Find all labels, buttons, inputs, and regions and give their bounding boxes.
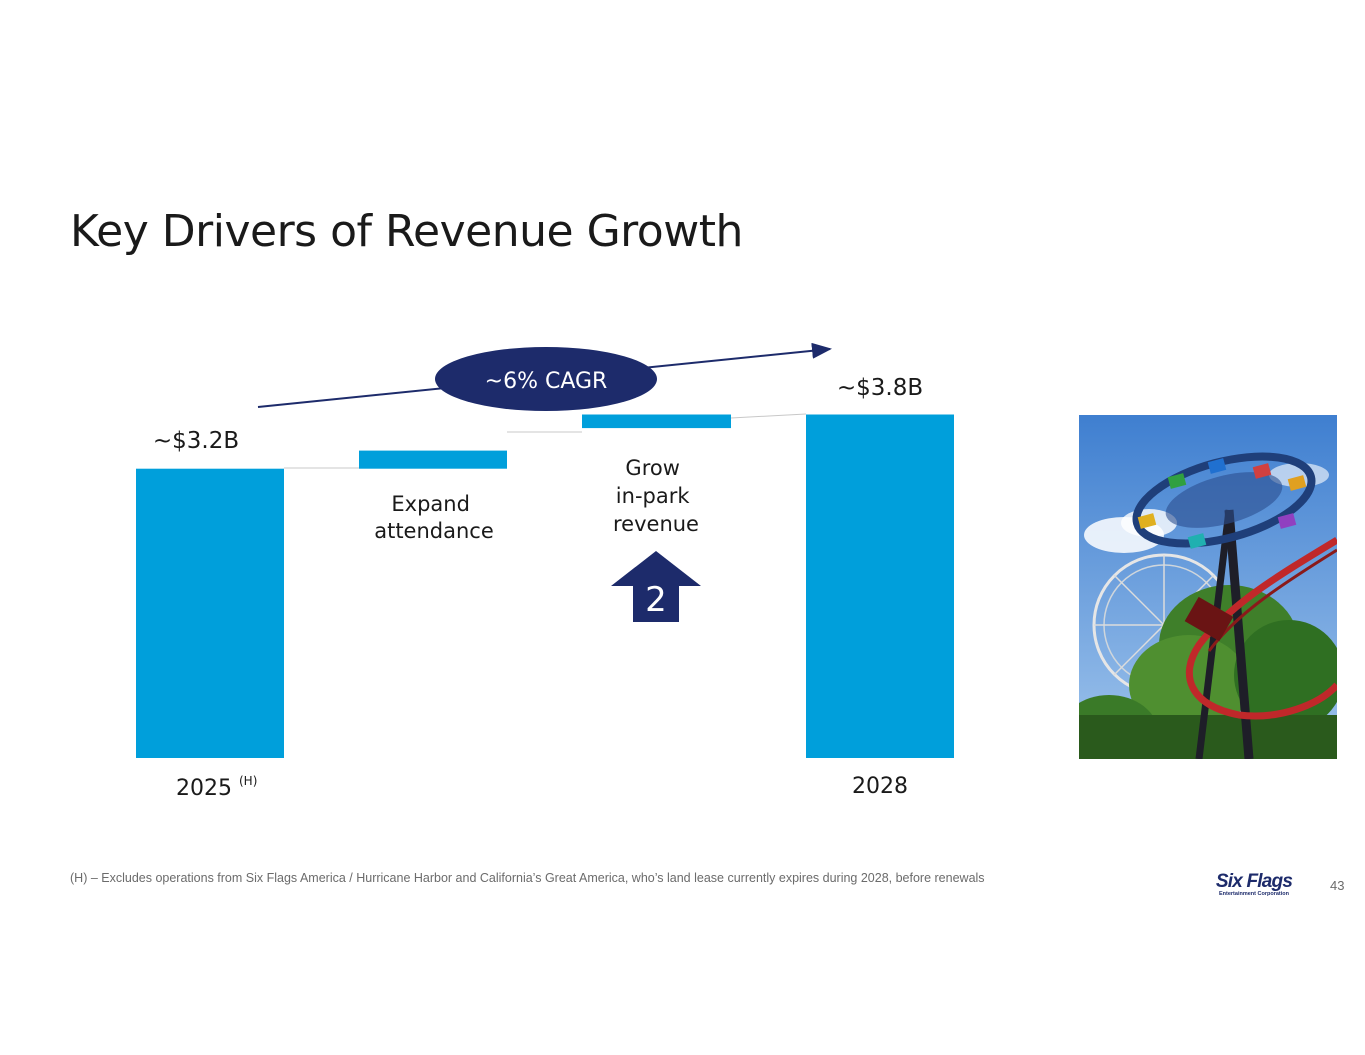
cagr-label: ~6% CAGR xyxy=(485,369,608,394)
x-label-2025: 2025 xyxy=(176,776,232,801)
step-label-grow-in-park-revenue: Grow in-park revenue xyxy=(613,456,699,536)
step-marker-arrow-icon: 2 xyxy=(611,551,701,622)
value-label-2028: ~$3.8B xyxy=(837,375,923,401)
logo-wordmark: Six Flags xyxy=(1215,871,1293,892)
value-label-2025: ~$3.2B xyxy=(153,428,239,454)
page-title: Key Drivers of Revenue Growth xyxy=(70,206,743,257)
bar-2028 xyxy=(806,414,954,758)
bar-2025 xyxy=(136,468,284,758)
footnote: (H) – Excludes operations from Six Flags… xyxy=(70,871,985,885)
bar-expand-attendance xyxy=(359,450,507,469)
page-number: 43 xyxy=(1330,878,1345,893)
amusement-park-photo xyxy=(1079,415,1337,759)
six-flags-logo: Six Flags Entertainment Corporation xyxy=(1208,872,1300,898)
logo-subtitle: Entertainment Corporation xyxy=(1219,891,1289,897)
cagr-badge: ~6% CAGR xyxy=(435,347,657,411)
step-marker-number: 2 xyxy=(645,580,667,620)
x-label-2025-note: (H) xyxy=(239,774,257,788)
bar-grow-in-park-revenue xyxy=(582,414,731,429)
step-label-expand-attendance: Expand attendance xyxy=(374,492,494,543)
connector-line xyxy=(730,413,807,419)
x-label-2028: 2028 xyxy=(852,774,908,799)
